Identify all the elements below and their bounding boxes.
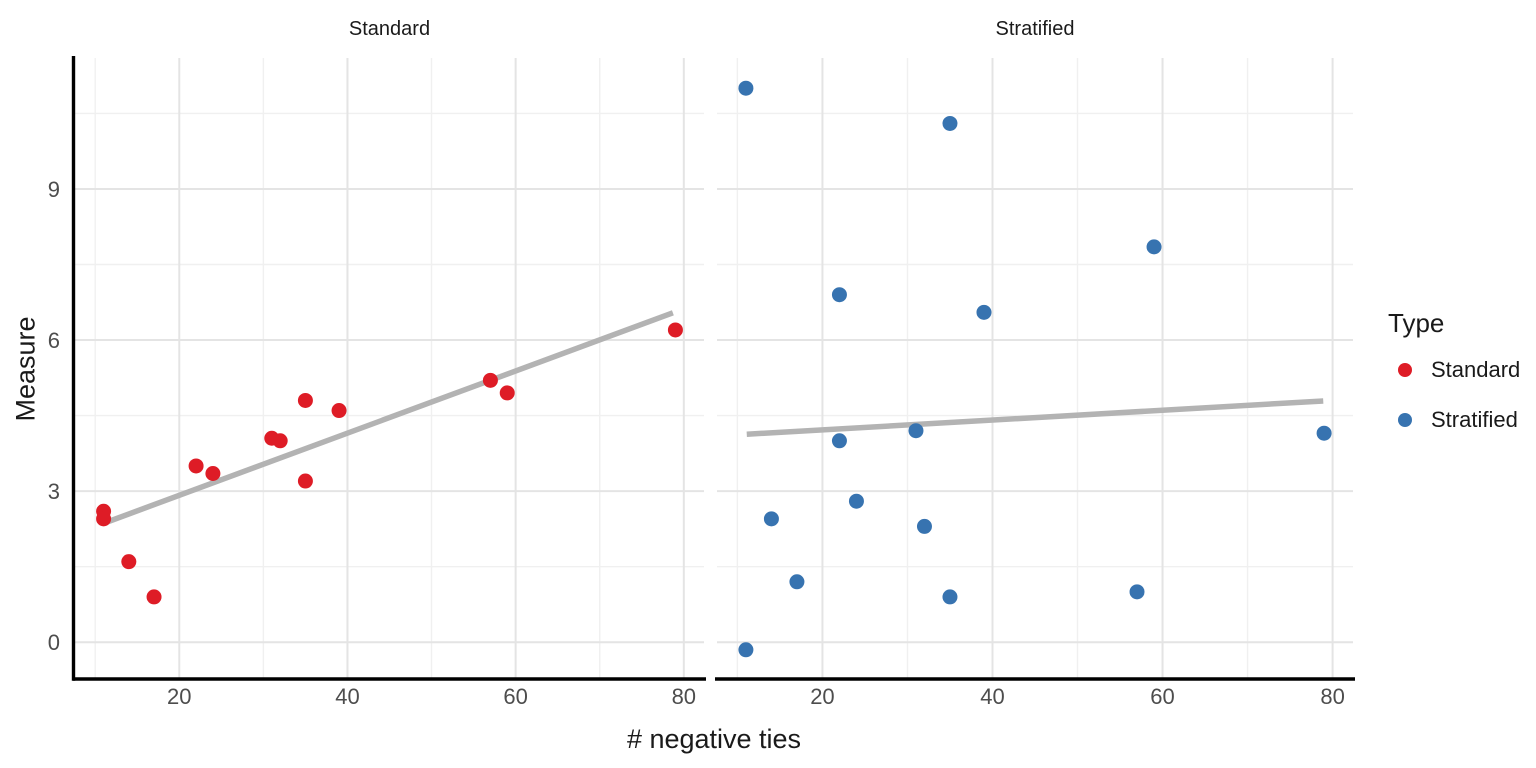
data-point — [297, 473, 313, 489]
data-point — [763, 511, 779, 527]
facet-strip-title-stratified: Stratified — [995, 18, 1075, 40]
data-point — [146, 589, 162, 605]
y-tick-label: 3 — [48, 479, 60, 504]
x-tick-label: 40 — [980, 684, 1004, 709]
data-point — [205, 466, 221, 482]
data-point — [1129, 584, 1145, 600]
x-tick-label: 20 — [810, 684, 834, 709]
data-point — [1146, 239, 1162, 255]
x-tick-label: 60 — [1150, 684, 1174, 709]
legend-dot-standard-icon — [1398, 363, 1412, 377]
x-tick-label: 20 — [167, 684, 191, 709]
trend-line — [105, 310, 674, 525]
facet-strip-title-standard: Standard — [348, 18, 431, 40]
legend-label-standard: Standard — [1431, 357, 1521, 382]
data-point — [96, 511, 112, 527]
legend: Type Standard Stratified — [1388, 308, 1536, 457]
y-axis-title: Measure — [10, 316, 41, 422]
data-point — [297, 392, 313, 408]
data-point — [272, 433, 288, 449]
y-tick-label: 6 — [48, 328, 60, 353]
data-point — [667, 322, 683, 338]
data-point — [976, 304, 992, 320]
data-point — [1316, 425, 1332, 441]
data-point — [499, 385, 515, 401]
x-tick-label: 60 — [503, 684, 527, 709]
data-point — [738, 80, 754, 96]
legend-title: Type — [1388, 308, 1445, 338]
y-tick-label: 0 — [48, 630, 60, 655]
data-point — [942, 589, 958, 605]
data-point — [331, 403, 347, 419]
legend-item-standard: Standard — [1388, 357, 1536, 383]
legend-item-stratified: Stratified — [1388, 407, 1536, 433]
x-tick-label: 40 — [335, 684, 359, 709]
x-tick-label: 80 — [672, 684, 696, 709]
x-axis-title: # negative ties — [626, 724, 802, 754]
data-point — [482, 372, 498, 388]
data-point — [916, 518, 932, 534]
data-point — [188, 458, 204, 474]
trend-line — [746, 398, 1324, 437]
data-point — [738, 642, 754, 658]
y-tick-label: 9 — [48, 177, 60, 202]
data-point — [831, 287, 847, 303]
data-point — [908, 423, 924, 439]
data-point — [942, 115, 958, 131]
x-tick-label: 80 — [1320, 684, 1344, 709]
data-point — [121, 554, 137, 570]
data-point — [831, 433, 847, 449]
data-point — [789, 574, 805, 590]
data-point — [848, 493, 864, 509]
legend-label-stratified: Stratified — [1431, 407, 1518, 432]
legend-dot-stratified-icon — [1398, 413, 1412, 427]
